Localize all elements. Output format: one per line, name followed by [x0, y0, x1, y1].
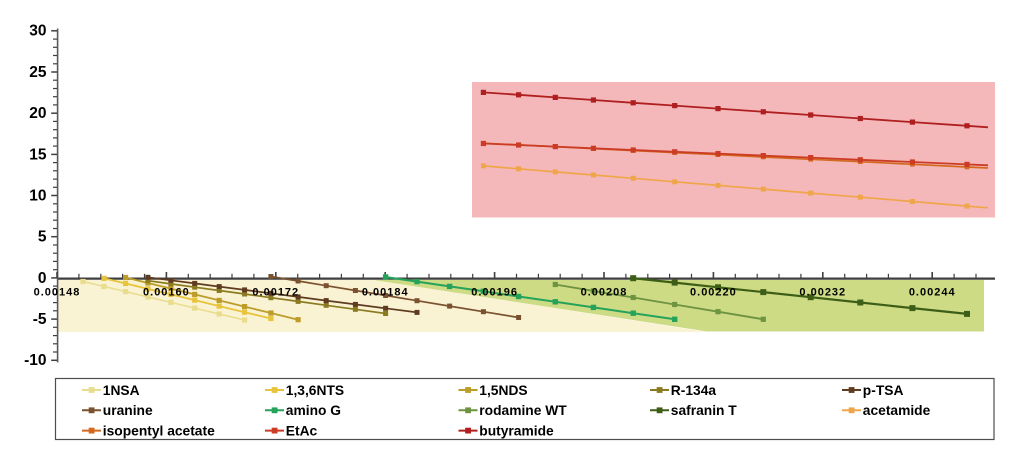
svg-text:20: 20	[29, 105, 46, 122]
svg-text:p-TSA: p-TSA	[863, 383, 904, 398]
svg-text:0.00172: 0.00172	[252, 287, 299, 299]
svg-text:0.00208: 0.00208	[581, 287, 628, 299]
svg-text:15: 15	[29, 146, 47, 163]
svg-text:safranin T: safranin T	[671, 403, 738, 418]
svg-text:rodamine WT: rodamine WT	[479, 403, 567, 418]
svg-text:0.00196: 0.00196	[471, 287, 518, 299]
svg-text:-10: -10	[24, 352, 46, 369]
svg-text:acetamide: acetamide	[863, 403, 931, 418]
svg-text:5: 5	[38, 229, 47, 246]
svg-text:R-134a: R-134a	[671, 383, 717, 398]
svg-text:isopentyl acetate: isopentyl acetate	[103, 424, 215, 439]
svg-text:-5: -5	[33, 311, 47, 328]
svg-text:EtAc: EtAc	[286, 424, 318, 439]
svg-text:0.00220: 0.00220	[690, 287, 737, 299]
svg-text:0.00232: 0.00232	[799, 287, 846, 299]
svg-text:1NSA: 1NSA	[103, 383, 140, 398]
svg-text:butyramide: butyramide	[479, 424, 554, 439]
svg-text:30: 30	[29, 23, 46, 40]
svg-text:0.00148: 0.00148	[34, 287, 81, 299]
svg-text:0: 0	[38, 270, 47, 287]
svg-text:0.00160: 0.00160	[143, 287, 190, 299]
svg-text:0.00244: 0.00244	[909, 287, 956, 299]
svg-text:10: 10	[29, 187, 46, 204]
svg-text:amino G: amino G	[286, 403, 341, 418]
svg-text:1,5NDS: 1,5NDS	[479, 383, 527, 398]
svg-text:0.00184: 0.00184	[362, 287, 409, 299]
svg-text:25: 25	[29, 64, 47, 81]
svg-text:uranine: uranine	[103, 403, 153, 418]
svg-text:1,3,6NTS: 1,3,6NTS	[286, 383, 344, 398]
